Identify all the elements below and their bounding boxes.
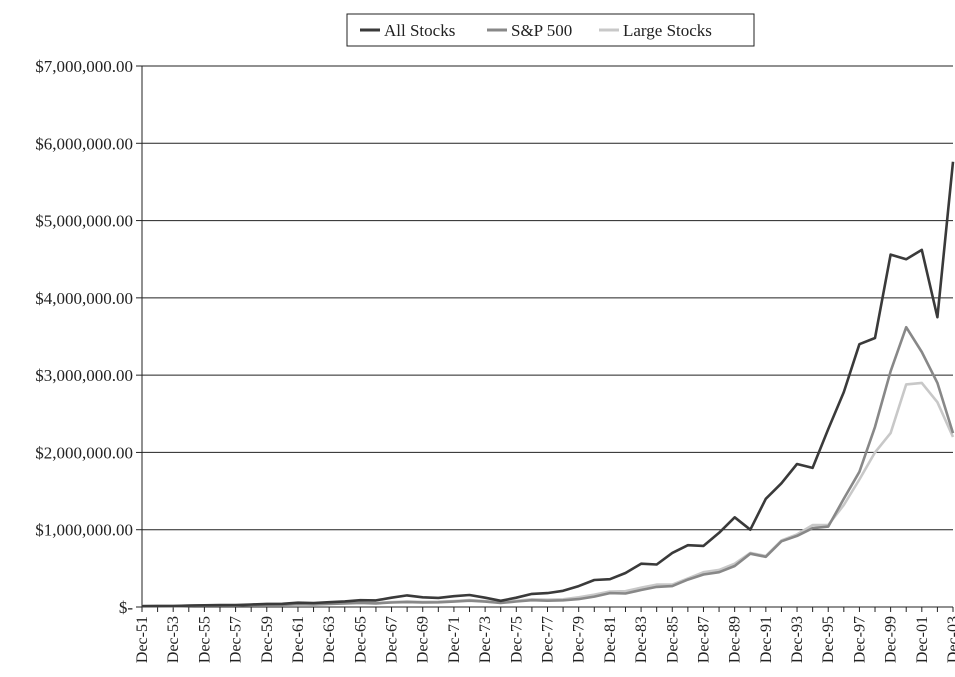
x-tick-label: Dec-61 — [290, 616, 307, 663]
x-axis: Dec-51 Dec-53 Dec-55 Dec-57 Dec-59 Dec-61 Dec-… — [134, 606, 955, 663]
x-tick-label: Dec-57 — [228, 616, 245, 663]
legend-label: All Stocks — [384, 21, 455, 40]
series-line-large-stocks — [141, 381, 955, 608]
x-tick-label: Dec-73 — [477, 616, 494, 663]
x-tick-label: Dec-79 — [571, 616, 588, 663]
x-tick-label: Dec-95 — [820, 616, 837, 663]
x-tick-label: Dec-53 — [165, 616, 182, 663]
series-lines — [141, 161, 955, 608]
x-tick-label: Dec-89 — [727, 616, 744, 663]
x-tick-label: Dec-67 — [384, 616, 401, 663]
x-tick-label: Dec-81 — [602, 616, 619, 663]
y-tick-label: $5,000,000.00 — [35, 212, 133, 231]
x-tick-label: Dec-97 — [851, 616, 868, 663]
legend: All Stocks S&P 500 Large Stocks — [346, 13, 755, 47]
x-tick-label: Dec-85 — [664, 616, 681, 663]
x-tick-label: Dec-91 — [758, 616, 775, 663]
x-tick-label: Dec-63 — [321, 616, 338, 663]
x-tick-label: Dec-99 — [883, 616, 900, 663]
y-tick-label: $4,000,000.00 — [35, 289, 133, 308]
legend-box — [346, 13, 755, 47]
x-tick-label: Dec-55 — [196, 616, 213, 663]
gridlines — [142, 65, 953, 531]
x-tick-label: Dec-03 — [945, 616, 955, 663]
legend-label: S&P 500 — [511, 21, 572, 40]
x-tick-label: Dec-01 — [914, 616, 931, 663]
x-tick-label: Dec-51 — [134, 616, 151, 663]
x-tick-label: Dec-69 — [415, 616, 432, 663]
y-tick-label: $7,000,000.00 — [35, 57, 133, 76]
x-tick-label: Dec-77 — [540, 616, 557, 663]
x-tick-label: Dec-59 — [259, 616, 276, 663]
y-tick-label: $1,000,000.00 — [35, 521, 133, 540]
x-tick-label: Dec-87 — [695, 616, 712, 663]
y-tick-label: $2,000,000.00 — [35, 443, 133, 462]
x-tick-label: Dec-75 — [508, 616, 525, 663]
y-tick-label: $3,000,000.00 — [35, 366, 133, 385]
y-axis: $- $1,000,000.00 $2,000,000.00 $3,000,000.0… — [35, 57, 143, 617]
series-line-s-p-500 — [141, 325, 955, 608]
series-line-all-stocks — [141, 161, 955, 608]
legend-label: Large Stocks — [623, 21, 712, 40]
x-tick-label: Dec-93 — [789, 616, 806, 663]
x-tick-label: Dec-83 — [633, 616, 650, 663]
y-tick-label: $6,000,000.00 — [35, 134, 133, 153]
x-tick-label: Dec-71 — [446, 616, 463, 663]
x-tick-label: Dec-65 — [352, 616, 369, 663]
y-tick-label: $- — [119, 598, 134, 617]
